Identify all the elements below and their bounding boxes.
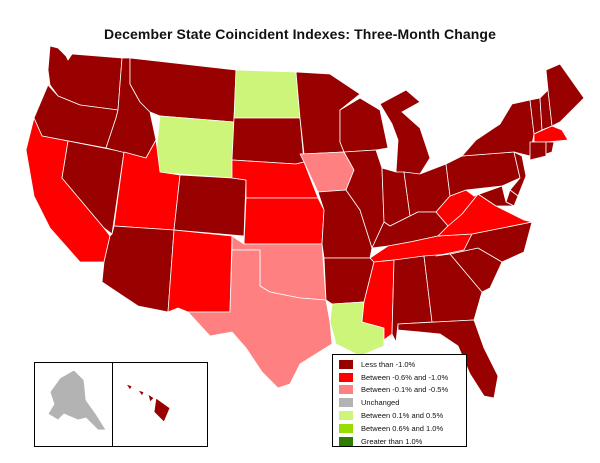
state-new-york [461, 99, 535, 157]
state-pennsylvania [445, 151, 521, 197]
legend-label: Between 0.1% and 0.5% [361, 411, 444, 421]
state-north-dakota [233, 69, 301, 119]
legend-swatch [339, 398, 353, 408]
legend-item: Greater than 1.0% [339, 435, 462, 448]
state-south-dakota [231, 117, 305, 165]
state-michigan [379, 89, 431, 175]
legend-item: Between -0.1% and -0.5% [339, 384, 462, 397]
legend-label: Greater than 1.0% [361, 436, 423, 446]
legend-label: Less than -1.0% [361, 359, 416, 369]
state-wyoming [153, 115, 235, 179]
state-maine [545, 63, 585, 127]
state-new-mexico [167, 229, 233, 313]
map-title: December State Coincident Indexes: Three… [104, 26, 496, 42]
legend-swatch [339, 385, 353, 395]
state-texas [187, 249, 333, 389]
legend-item: Less than -1.0% [339, 358, 462, 371]
legend-item: Between 0.1% and 0.5% [339, 409, 462, 422]
state-hawaii [125, 383, 171, 423]
state-arizona [101, 225, 175, 313]
legend-swatch [339, 411, 353, 421]
legend-item: Unchanged [339, 396, 462, 409]
legend-label: Between -0.6% and -1.0% [361, 372, 449, 382]
state-maryland [473, 185, 515, 207]
state-florida [397, 319, 499, 399]
legend-swatch [339, 372, 353, 382]
legend-item: Between -0.6% and -1.0% [339, 371, 462, 384]
legend: Less than -1.0% Between -0.6% and -1.0% Be… [332, 354, 467, 447]
legend-swatch [339, 359, 353, 369]
state-rhode-island [545, 141, 555, 155]
state-alaska [47, 369, 107, 431]
state-connecticut [529, 141, 547, 161]
legend-swatch [339, 423, 353, 433]
state-kansas [243, 197, 325, 245]
inset-divider [112, 362, 113, 447]
legend-label: Between 0.6% and 1.0% [361, 423, 444, 433]
legend-label: Between -0.1% and -0.5% [361, 385, 449, 395]
legend-item: Between 0.6% and 1.0% [339, 422, 462, 435]
legend-swatch [339, 436, 353, 446]
state-colorado [173, 174, 247, 237]
legend-label: Unchanged [361, 398, 400, 408]
state-wisconsin [339, 97, 389, 153]
